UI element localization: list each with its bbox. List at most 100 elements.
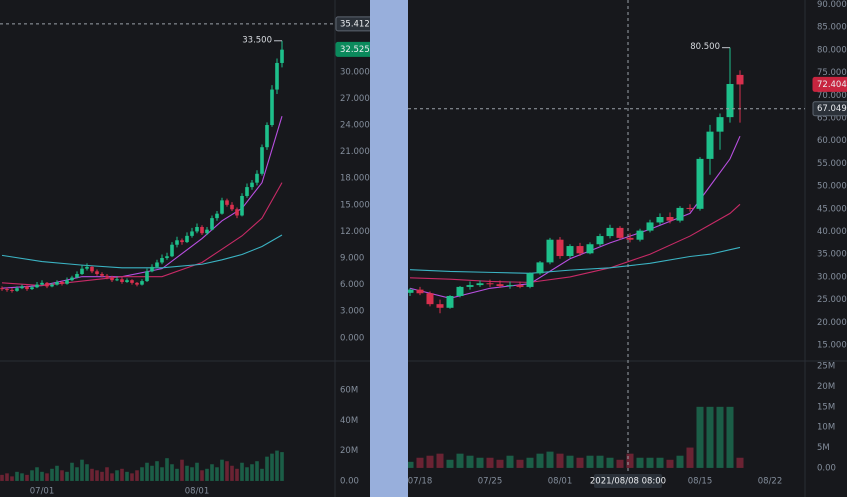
candle-body	[536, 262, 544, 274]
volume-bar	[280, 452, 284, 481]
y-tick-label: 9.000	[340, 254, 364, 264]
volume-bar	[456, 453, 464, 468]
candle-body	[75, 273, 79, 278]
candle-body	[408, 289, 414, 293]
volume-bar	[120, 468, 124, 481]
volume-bar	[716, 406, 724, 468]
candle-body	[456, 286, 464, 296]
candle-body	[496, 284, 504, 287]
price-box	[335, 16, 370, 32]
volume-bar	[15, 471, 19, 481]
candle-body	[65, 280, 69, 284]
y-tick-label: 50.000	[817, 182, 847, 192]
volume-bar	[636, 457, 644, 468]
candle-body	[516, 285, 524, 287]
candle-body	[255, 173, 259, 183]
volume-bar	[275, 450, 279, 481]
y-tick-label: 20.000	[817, 318, 847, 328]
volume-bar	[195, 462, 199, 481]
volume-bar	[30, 470, 34, 481]
candle-body	[556, 239, 564, 257]
candle-body	[110, 277, 114, 281]
candle-body	[120, 279, 124, 282]
y-tick-label: 40.000	[817, 227, 847, 237]
candle-body	[656, 216, 664, 223]
candle-body	[646, 222, 654, 231]
volume-bar	[20, 473, 24, 481]
volume-bar	[446, 459, 454, 468]
volume-bar	[65, 471, 69, 481]
candle-body	[436, 304, 444, 308]
volume-bar	[145, 462, 149, 481]
y-tick-label: 21.000	[340, 147, 370, 157]
volume-bar	[45, 473, 49, 481]
volume-bar	[576, 457, 584, 468]
candle-body	[626, 237, 634, 240]
candle-body	[175, 240, 179, 245]
moving-average	[409, 246, 741, 274]
moving-average	[1, 234, 283, 269]
y-tick-label: 65.000	[817, 114, 847, 124]
volume-bar	[125, 471, 129, 481]
volume-tick-label: 60M	[340, 385, 358, 395]
candle-body	[260, 147, 264, 174]
y-tick-label: 12.000	[340, 227, 370, 237]
volume-bar	[656, 457, 664, 468]
candle-body	[10, 289, 14, 291]
candle-body	[70, 277, 74, 281]
candle-body	[40, 282, 44, 285]
y-tick-label: 45.000	[817, 204, 847, 214]
candle-body	[135, 282, 139, 285]
volume-bar	[516, 459, 524, 468]
volume-bar	[90, 468, 94, 481]
volume-bar	[150, 465, 154, 481]
volume-bar	[556, 453, 564, 468]
candle-body	[686, 207, 694, 209]
volume-bar	[185, 465, 189, 481]
volume-bar	[606, 457, 614, 468]
volume-bar	[200, 470, 204, 481]
candle-body	[240, 195, 244, 216]
volume-tick-label: 40M	[340, 416, 358, 426]
volume-bar	[115, 470, 119, 481]
volume-tick-label: 20M	[340, 446, 358, 456]
volume-bar	[180, 459, 184, 481]
candle-body	[476, 283, 484, 286]
volume-bar	[85, 464, 89, 481]
candle-body	[150, 266, 154, 272]
volume-bar	[536, 453, 544, 468]
volume-bar	[235, 468, 239, 481]
volume-bar	[80, 459, 84, 481]
candle-body	[716, 117, 724, 132]
volume-bar	[436, 453, 444, 468]
volume-bar	[155, 461, 159, 481]
volume-bar	[175, 468, 179, 481]
volume-bar	[25, 474, 29, 481]
candle-body	[130, 280, 134, 283]
volume-bar	[255, 461, 259, 481]
volume-bar	[215, 467, 219, 481]
y-tick-label: 0.000	[340, 333, 364, 343]
x-tick-label: 08/01	[185, 487, 210, 497]
candle-body	[486, 283, 494, 285]
volume-tick-label: 5M	[817, 443, 830, 453]
candle-body	[25, 286, 29, 290]
candle-body	[50, 284, 54, 287]
y-tick-label: 35.000	[817, 250, 847, 260]
volume-bar	[245, 467, 249, 481]
candle-body	[706, 131, 714, 159]
price-label: 35.412	[340, 19, 370, 29]
candle-body	[526, 273, 534, 287]
y-tick-label: 70.000	[817, 91, 847, 101]
volume-bar	[736, 457, 744, 468]
candle-body	[80, 268, 84, 274]
candle-body	[100, 273, 104, 276]
candle-body	[55, 281, 59, 285]
candle-body	[636, 230, 644, 240]
candle-body	[606, 227, 614, 237]
candle-body	[270, 89, 274, 126]
candle-body	[416, 289, 424, 294]
volume-bar	[586, 455, 594, 468]
volume-bar	[546, 451, 554, 468]
